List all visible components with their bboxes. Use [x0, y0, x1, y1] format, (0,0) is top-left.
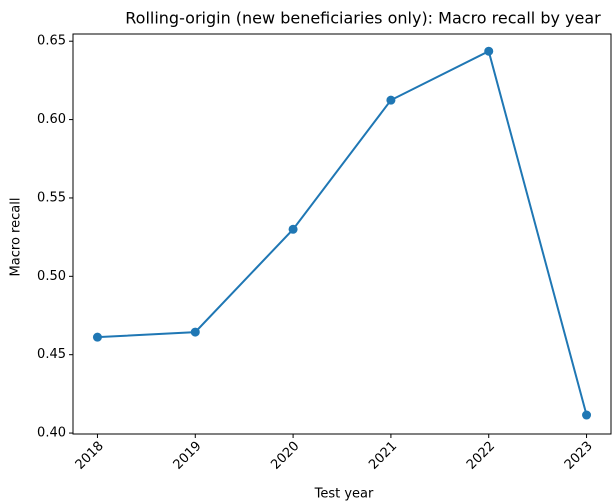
- y-tick-label: 0.65: [37, 34, 66, 49]
- y-tick-label: 0.40: [37, 426, 66, 441]
- data-point: [582, 410, 592, 420]
- data-point: [386, 95, 396, 105]
- data-point: [484, 46, 494, 56]
- x-axis-label: Test year: [314, 487, 374, 502]
- y-tick-label: 0.60: [37, 112, 66, 127]
- data-point: [288, 224, 298, 234]
- series-line: [97, 49, 588, 416]
- plot-frame: [72, 33, 612, 435]
- x-tick-label: 2022: [464, 439, 498, 473]
- x-tick-label: 2019: [171, 439, 205, 473]
- x-tick-label: 2018: [73, 439, 107, 473]
- data-point: [92, 332, 102, 342]
- data-point: [190, 327, 200, 337]
- x-tick-label: 2023: [562, 439, 596, 473]
- y-axis-label: Macro recall: [9, 198, 24, 277]
- x-tick-label: 2021: [366, 439, 400, 473]
- chart-title: Rolling-origin (new beneficiaries only):…: [125, 9, 601, 28]
- y-tick-label: 0.45: [37, 347, 66, 362]
- y-tick-label: 0.55: [37, 190, 66, 205]
- x-tick-label: 2020: [268, 439, 302, 473]
- y-tick-label: 0.50: [37, 269, 66, 284]
